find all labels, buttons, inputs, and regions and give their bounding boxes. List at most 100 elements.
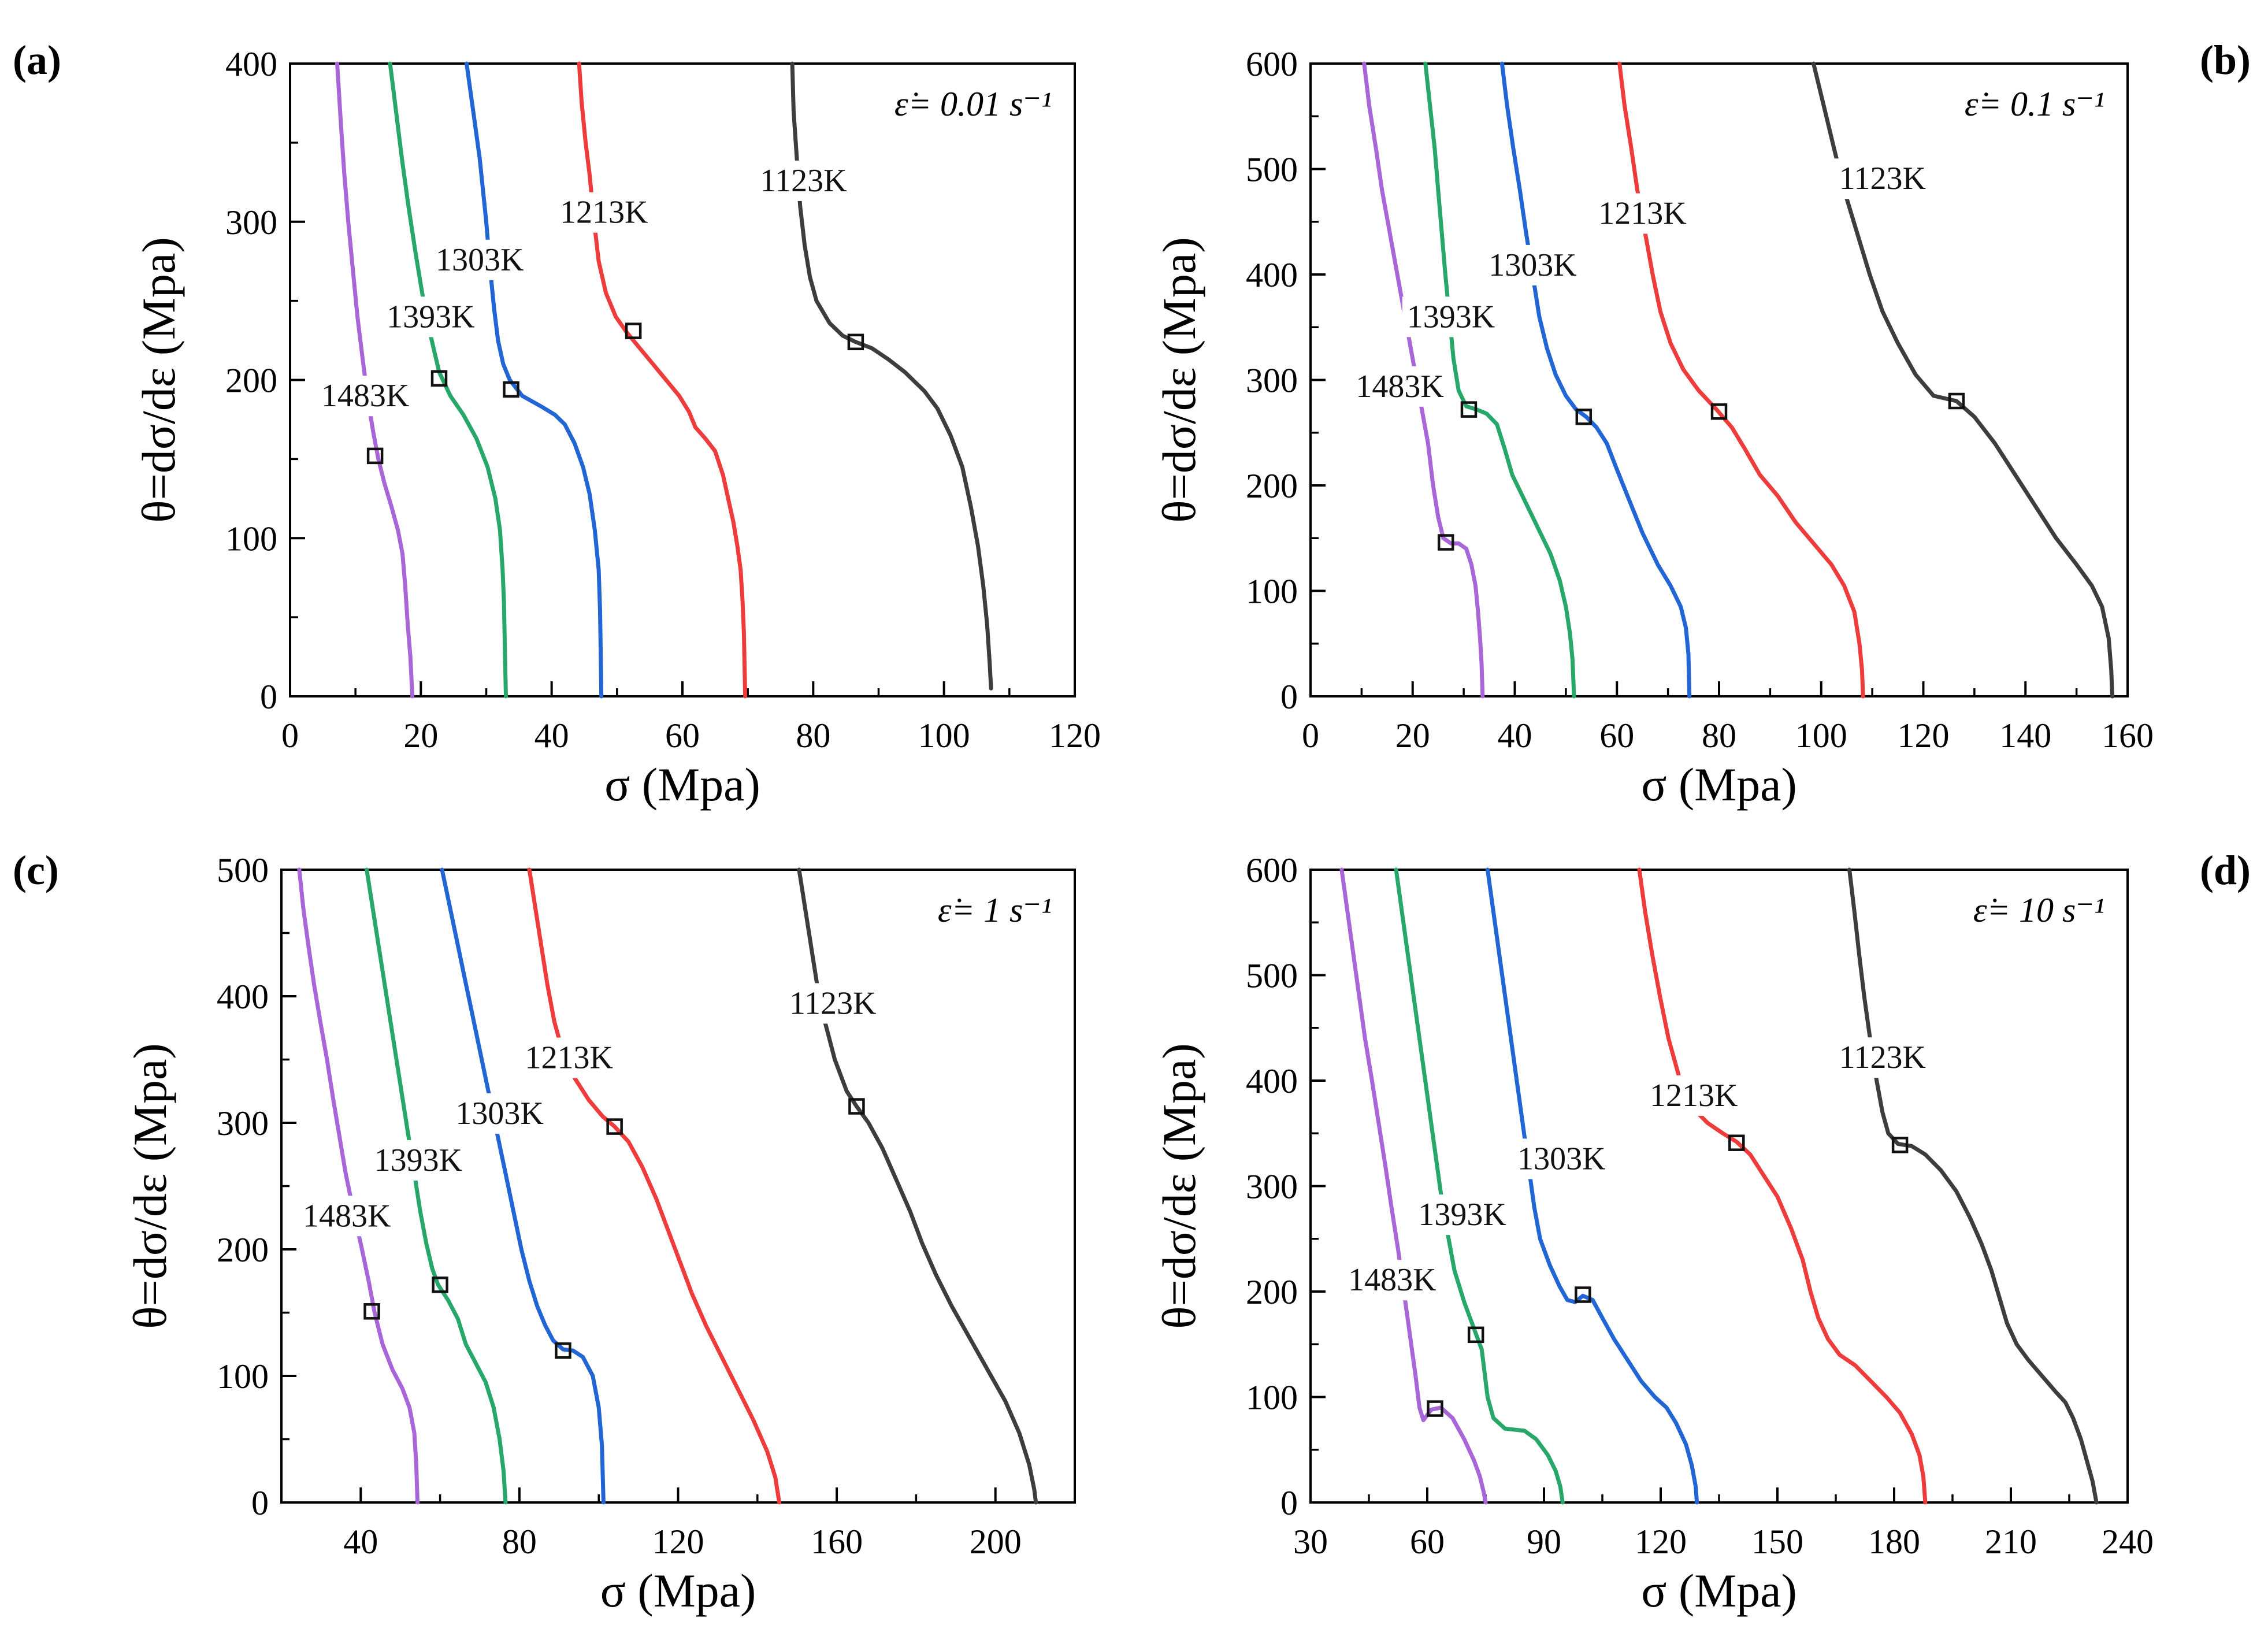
- chart-panel-4: 30 60 90 120 150 180 210 240 0 100 200 300 400 500 600…: [1153, 847, 2251, 1617]
- series-label-1483K: 1483K: [303, 1198, 391, 1234]
- series-label-bg: [520, 1037, 618, 1078]
- series-1393K: 1393K: [382, 61, 508, 699]
- series-1393K: 1393K: [1394, 867, 1565, 1505]
- series-1123K: 1123K: [1834, 867, 2099, 1505]
- strain-rate-label: ε̇= 0.01 s⁻¹: [894, 85, 1052, 123]
- series-1123K: 1123K: [755, 61, 993, 691]
- chart-panel-3: 40 80 120 160 200 0 100 200 300 400 500 σ (Mpa) θ=dσ…: [13, 847, 1076, 1617]
- x-tick-label: 140: [1999, 717, 2051, 755]
- critical-point-marker: [1575, 1286, 1591, 1303]
- chart-panel-2: 0 20 40 60 80 100 120 140 160 0 100 200 300 400 500 600…: [1153, 37, 2251, 811]
- series-label-1213K: 1213K: [1598, 195, 1686, 231]
- curve-1483K: [1339, 867, 1488, 1505]
- x-tick-label: 120: [652, 1523, 704, 1561]
- critical-point-marker: [625, 322, 642, 339]
- y-tick-label: 100: [217, 1357, 269, 1396]
- strain-rate-label: ε̇= 10 s⁻¹: [1973, 891, 2104, 929]
- series-label-bg: [555, 192, 653, 233]
- y-tick-label: 300: [217, 1104, 269, 1142]
- y-axis-title: θ=dσ/dε (Mpa): [124, 1043, 176, 1329]
- critical-point-marker: [503, 381, 519, 398]
- series-label-1393K: 1393K: [1407, 299, 1495, 335]
- critical-point-marker: [363, 1303, 380, 1320]
- series-label-1303K: 1303K: [1489, 247, 1576, 283]
- x-axis-title: σ (Mpa): [1641, 1564, 1797, 1617]
- y-axis-title: θ=dσ/dε (Mpa): [1153, 1043, 1205, 1329]
- critical-point-marker: [430, 370, 448, 387]
- y-tick-label: 600: [1246, 45, 1298, 83]
- series-label-bg: [1834, 1037, 1931, 1078]
- x-axis-title: σ (Mpa): [600, 1564, 756, 1617]
- series-label-1393K: 1393K: [1418, 1197, 1506, 1233]
- curve-1123K: [790, 61, 993, 691]
- series-label-1393K: 1393K: [374, 1142, 462, 1178]
- series-label-1483K: 1483K: [1348, 1262, 1436, 1298]
- series-1123K: 1123K: [785, 867, 1038, 1505]
- critical-point-marker: [1427, 1400, 1443, 1417]
- series-label-bg: [316, 376, 414, 417]
- curve-1303K: [465, 61, 604, 699]
- critical-point-marker: [1437, 534, 1454, 551]
- series-1213K: 1213K: [1594, 61, 1865, 699]
- y-tick-label: 500: [217, 851, 269, 889]
- curve-1393K: [365, 867, 508, 1505]
- x-tick-label: 0: [281, 717, 299, 755]
- strain-rate-label: ε̇= 0.1 s⁻¹: [1965, 85, 2104, 123]
- x-tick-label: 120: [1049, 717, 1101, 755]
- series-label-bg: [785, 983, 881, 1024]
- critical-point-marker: [1948, 392, 1965, 410]
- curve-1393K: [1394, 867, 1565, 1505]
- y-axis-title: θ=dσ/dε (Mpa): [132, 237, 185, 522]
- y-tick-label: 0: [251, 1484, 269, 1522]
- x-tick-label: 30: [1293, 1523, 1328, 1561]
- series-1303K: 1303K: [430, 61, 604, 699]
- y-tick-label: 100: [1246, 1379, 1298, 1417]
- y-tick-label: 0: [260, 678, 277, 716]
- critical-point-marker: [1891, 1137, 1909, 1153]
- y-tick-label: 0: [1280, 678, 1298, 716]
- x-tick-label: 80: [1702, 717, 1736, 755]
- series-1483K: 1483K: [1339, 867, 1488, 1505]
- critical-point-marker: [1467, 1326, 1484, 1344]
- series-label-bg: [1513, 1138, 1610, 1179]
- panel-label: (d): [2200, 847, 2251, 893]
- x-tick-label: 60: [1599, 717, 1634, 755]
- x-tick-label: 80: [796, 717, 830, 755]
- x-tick-label: 160: [2102, 717, 2154, 755]
- y-tick-label: 600: [1246, 851, 1298, 889]
- series-label-bg: [1413, 1194, 1511, 1235]
- series-label-bg: [1484, 244, 1582, 285]
- critical-point-marker: [555, 1342, 571, 1359]
- series-label-bg: [1645, 1075, 1743, 1116]
- series-label-bg: [1343, 1260, 1441, 1301]
- y-tick-label: 500: [1246, 957, 1298, 995]
- series-label-bg: [1351, 366, 1449, 407]
- series-1393K: 1393K: [1402, 61, 1576, 699]
- x-tick-label: 120: [1635, 1523, 1687, 1561]
- series-1213K: 1213K: [555, 61, 748, 699]
- y-tick-label: 400: [1246, 256, 1298, 294]
- x-tick-label: 240: [2102, 1523, 2154, 1561]
- x-tick-label: 40: [534, 717, 569, 755]
- series-label-1483K: 1483K: [321, 378, 409, 414]
- x-tick-label: 60: [665, 717, 700, 755]
- curve-1213K: [1637, 867, 1928, 1505]
- y-tick-label: 400: [225, 45, 277, 83]
- x-tick-label: 40: [1498, 717, 1532, 755]
- x-tick-label: 20: [403, 717, 438, 755]
- series-1303K: 1303K: [1485, 867, 1699, 1505]
- series-1303K: 1303K: [1484, 61, 1692, 699]
- x-tick-label: 200: [970, 1523, 1022, 1561]
- x-tick-label: 100: [1795, 717, 1847, 755]
- critical-point-marker: [1728, 1134, 1745, 1151]
- series-1213K: 1213K: [520, 867, 782, 1505]
- y-tick-label: 200: [225, 362, 277, 400]
- series-1213K: 1213K: [1637, 867, 1928, 1505]
- chart-panel-1: 0 20 40 60 80 100 120 0 100 200 300 400 σ (Mpa) θ=dσ/…: [13, 37, 1101, 811]
- series-label-bg: [755, 160, 852, 201]
- y-tick-label: 200: [1246, 1273, 1298, 1311]
- series-label-1123K: 1123K: [789, 985, 876, 1021]
- series-label-1123K: 1123K: [1839, 1040, 1926, 1075]
- x-axis-title: σ (Mpa): [1641, 758, 1797, 811]
